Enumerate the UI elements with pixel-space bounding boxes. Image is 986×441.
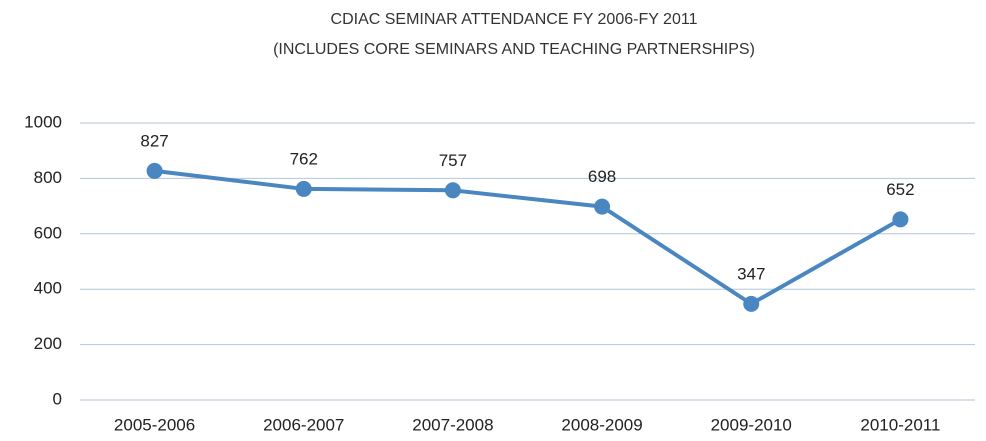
x-tick-label: 2007-2008 bbox=[412, 415, 493, 434]
point bbox=[295, 180, 312, 197]
data-label: 757 bbox=[439, 151, 467, 170]
y-tick-label: 600 bbox=[34, 223, 62, 242]
data-label: 827 bbox=[140, 131, 168, 150]
data-label: 762 bbox=[290, 149, 318, 168]
x-tick-label: 2005-2006 bbox=[114, 415, 195, 434]
x-tick-label: 2008-2009 bbox=[561, 415, 642, 434]
y-tick-label: 200 bbox=[34, 334, 62, 353]
data-label: 347 bbox=[737, 264, 765, 283]
point bbox=[594, 198, 611, 215]
y-tick-label: 0 bbox=[53, 389, 62, 408]
point bbox=[892, 211, 909, 228]
line bbox=[154, 168, 902, 306]
chart-title: CDIAC SEMINAR ATTENDANCE FY 2006-FY 2011 bbox=[331, 11, 698, 28]
point bbox=[146, 162, 163, 179]
point bbox=[444, 182, 461, 199]
x-tick-label: 2010-2011 bbox=[860, 415, 940, 434]
point bbox=[743, 295, 760, 312]
y-tick-label: 400 bbox=[34, 279, 62, 298]
chart-subtitle: (INCLUDES CORE SEMINARS AND TEACHING PAR… bbox=[273, 41, 755, 58]
x-tick-label: 2009-2010 bbox=[711, 415, 792, 434]
data-label: 652 bbox=[886, 180, 914, 199]
y-tick-label: 800 bbox=[34, 168, 62, 187]
data-label: 698 bbox=[588, 167, 616, 186]
y-tick-label: 1000 bbox=[24, 112, 62, 131]
x-tick-label: 2006-2007 bbox=[263, 415, 344, 434]
